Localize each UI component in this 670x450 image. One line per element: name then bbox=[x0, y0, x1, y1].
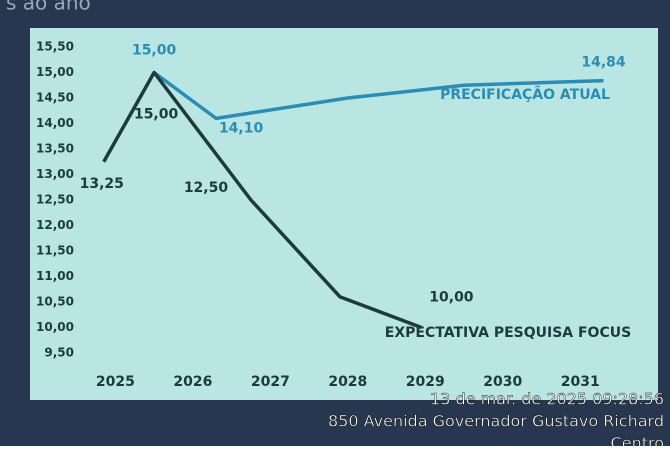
x-tick-label: 2027 bbox=[251, 374, 290, 390]
series-line bbox=[102, 70, 423, 330]
address: 850 Avenida Governador Gustavo Richard bbox=[328, 412, 664, 431]
x-tick-label: 2026 bbox=[173, 374, 212, 390]
timestamp: 13 de mar. de 2025 09:28:56 bbox=[430, 390, 664, 409]
y-tick-label: 11,00 bbox=[36, 269, 74, 283]
x-tick-label: 2028 bbox=[328, 374, 367, 390]
y-tick-label: 13,50 bbox=[36, 142, 74, 156]
y-tick-label: 11,50 bbox=[36, 244, 74, 258]
district: Centro bbox=[611, 434, 664, 447]
value-label: 13,25 bbox=[80, 176, 124, 192]
title-fragment: s ao ano bbox=[6, 0, 91, 15]
x-tick-label: 2031 bbox=[561, 374, 600, 390]
y-tick-label: 13,00 bbox=[36, 167, 74, 181]
series-label: EXPECTATIVA PESQUISA FOCUS bbox=[385, 325, 631, 341]
value-label: 12,50 bbox=[184, 180, 229, 196]
value-label: 14,10 bbox=[219, 120, 264, 136]
y-tick-label: 14,50 bbox=[36, 91, 74, 105]
y-tick-label: 10,50 bbox=[36, 295, 74, 309]
value-label: 10,00 bbox=[429, 290, 474, 306]
y-tick-label: 14,00 bbox=[36, 116, 74, 130]
y-tick-label: 9,50 bbox=[44, 346, 74, 360]
y-tick-label: 12,00 bbox=[36, 218, 74, 232]
value-label: 15,00 bbox=[134, 107, 179, 123]
x-tick-label: 2030 bbox=[483, 374, 522, 390]
y-tick-label: 12,50 bbox=[36, 193, 74, 207]
chart-panel bbox=[30, 28, 658, 400]
value-label: 14,84 bbox=[581, 55, 626, 71]
y-tick-label: 15,50 bbox=[36, 40, 74, 54]
y-tick-label: 10,00 bbox=[36, 320, 74, 334]
y-tick-label: 15,00 bbox=[36, 65, 74, 79]
x-tick-label: 2029 bbox=[406, 374, 445, 390]
series-line bbox=[153, 71, 604, 121]
value-label: 15,00 bbox=[132, 43, 177, 59]
series-label: PRECIFICAÇÃO ATUAL bbox=[440, 86, 610, 103]
x-tick-label: 2025 bbox=[96, 374, 135, 390]
